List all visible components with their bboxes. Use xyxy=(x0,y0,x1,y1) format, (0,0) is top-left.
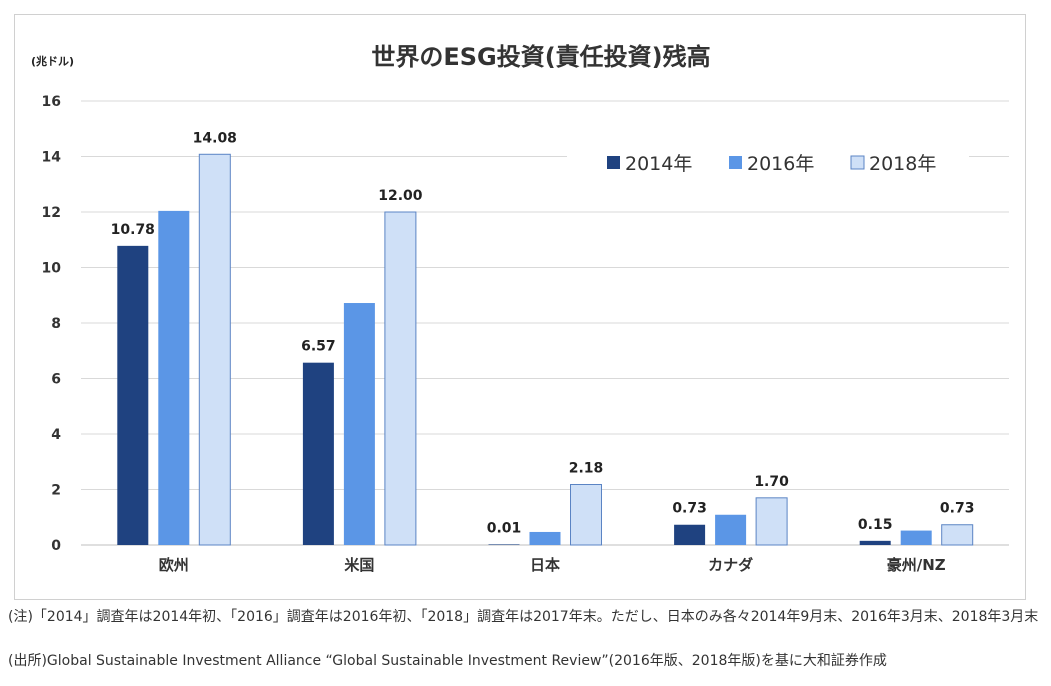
legend-label: 2016年 xyxy=(747,153,814,175)
legend-swatch xyxy=(729,156,742,169)
x-tick-label: カナダ xyxy=(708,556,753,574)
bar xyxy=(715,514,747,545)
bar xyxy=(488,544,520,545)
x-tick-label: 欧州 xyxy=(159,556,189,574)
x-tick-label: 日本 xyxy=(530,556,560,574)
y-tick-label: 8 xyxy=(51,316,61,332)
bar xyxy=(674,524,706,545)
bar xyxy=(302,362,334,545)
bar xyxy=(570,484,602,546)
bar xyxy=(384,211,417,546)
x-tick-label: 豪州/NZ xyxy=(887,556,946,574)
y-tick-label: 4 xyxy=(51,427,61,443)
bar xyxy=(343,303,375,545)
legend: 2014年 2016年 2018年 xyxy=(567,138,969,188)
y-axis-unit-label: (兆ドル) xyxy=(31,54,74,68)
bar xyxy=(900,530,932,545)
chart-frame: 世界のESG投資(責任投資)残高 (兆ドル) 10.78 14.08 6.57 12.… xyxy=(14,14,1026,600)
data-label: 6.57 xyxy=(301,339,336,355)
legend-swatch xyxy=(607,156,620,169)
legend-box xyxy=(567,138,969,188)
axes: 0 2 4 6 8 10 12 14 16 欧州 米国 日本 カナダ 豪州/NZ xyxy=(42,94,946,574)
data-label: 2.18 xyxy=(569,461,604,477)
y-tick-label: 6 xyxy=(51,372,61,388)
legend-label: 2018年 xyxy=(869,153,936,175)
data-label: 14.08 xyxy=(193,130,237,146)
bars xyxy=(117,153,974,546)
bar xyxy=(198,153,231,546)
legend-label: 2014年 xyxy=(625,153,692,175)
chart-title: 世界のESG投資(責任投資)残高 xyxy=(371,43,710,71)
bar xyxy=(158,210,190,545)
bar xyxy=(941,524,974,546)
data-label: 1.70 xyxy=(754,474,789,490)
data-label: 10.78 xyxy=(111,222,155,238)
legend-swatch xyxy=(850,155,865,170)
bar xyxy=(529,531,561,545)
y-tick-label: 16 xyxy=(42,94,61,110)
y-tick-label: 12 xyxy=(42,205,61,221)
note-text: (注)「2014」調査年は2014年初、「2016」調査年は2016年初、「20… xyxy=(8,609,1039,625)
data-label: 0.01 xyxy=(487,520,522,536)
x-tick-label: 米国 xyxy=(344,556,374,574)
gridlines xyxy=(81,100,1009,546)
bar xyxy=(117,245,149,546)
data-label: 12.00 xyxy=(378,188,423,204)
y-tick-label: 0 xyxy=(51,538,61,554)
data-label: 0.73 xyxy=(940,501,975,517)
data-labels: 10.78 14.08 6.57 12.00 0.01 2.18 0.73 1.70 0.15 0… xyxy=(111,130,975,536)
y-tick-label: 10 xyxy=(42,261,62,277)
y-tick-label: 14 xyxy=(42,150,62,166)
source-text: (出所)Global Sustainable Investment Allian… xyxy=(8,653,887,669)
bar xyxy=(755,497,788,546)
bar xyxy=(859,540,891,545)
data-label: 0.15 xyxy=(858,517,893,533)
y-tick-label: 2 xyxy=(51,483,61,499)
chart: 世界のESG投資(責任投資)残高 (兆ドル) 10.78 14.08 6.57 12.… xyxy=(31,43,1009,574)
data-label: 0.73 xyxy=(672,501,707,517)
